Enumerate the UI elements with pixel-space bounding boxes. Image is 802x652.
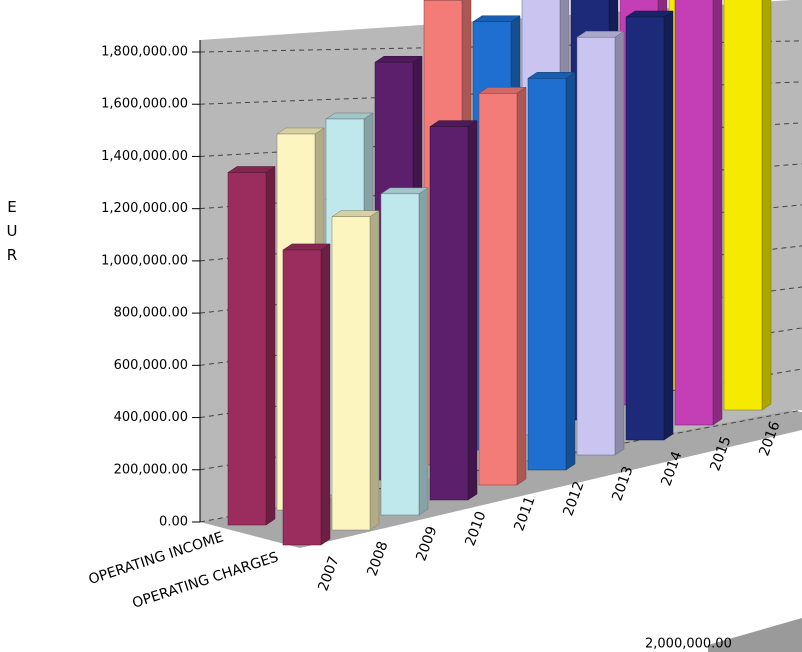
y-tick-label: 1,000,000.00 xyxy=(101,253,188,268)
bar-side xyxy=(320,243,331,546)
bar xyxy=(429,120,478,501)
bar-side xyxy=(761,0,772,411)
depth-tick-label: 2009 xyxy=(413,524,440,563)
bar-side xyxy=(614,30,625,456)
bar xyxy=(674,0,723,426)
bar-front xyxy=(380,193,420,516)
bar xyxy=(527,71,576,471)
bar xyxy=(227,166,276,526)
bar xyxy=(331,210,380,531)
bar-front xyxy=(227,172,267,526)
bar-front xyxy=(674,0,714,426)
bar-front xyxy=(723,0,763,411)
bar-side xyxy=(565,71,576,471)
next-chart-tick: 2,000,000.00 xyxy=(645,637,732,652)
bar-side xyxy=(663,10,674,441)
bar-front xyxy=(331,216,371,531)
y-tick-label: 800,000.00 xyxy=(114,306,188,321)
next-chart-wall xyxy=(708,618,802,652)
y-tick-label: 1,200,000.00 xyxy=(101,201,188,216)
bar xyxy=(380,187,429,516)
bar-side xyxy=(369,210,380,531)
bar-front xyxy=(625,16,665,441)
y-tick-label: 200,000.00 xyxy=(114,462,188,477)
bar xyxy=(478,86,527,486)
depth-tick-label: 2010 xyxy=(462,509,489,548)
bar-front xyxy=(576,36,616,456)
depth-tick-label: 2008 xyxy=(364,539,391,578)
bar xyxy=(576,30,625,456)
bar-side xyxy=(418,187,429,516)
bar-front xyxy=(527,78,567,471)
y-tick-label: 600,000.00 xyxy=(114,358,188,373)
bar xyxy=(282,243,331,546)
bar-front xyxy=(282,249,322,546)
y-axis-title: EUR xyxy=(6,198,18,264)
y-tick-label: 1,600,000.00 xyxy=(101,97,188,112)
bar-front xyxy=(478,93,518,486)
y-tick-label: 1,800,000.00 xyxy=(101,45,188,60)
depth-tick-label: 2011 xyxy=(511,494,538,533)
bar-front xyxy=(429,126,469,501)
bar-side xyxy=(712,0,723,426)
y-tick-label: 0.00 xyxy=(159,515,188,530)
bar-side xyxy=(265,166,276,526)
bar xyxy=(723,0,772,411)
y-tick-label: 400,000.00 xyxy=(114,410,188,425)
bar-side xyxy=(467,120,478,501)
bar xyxy=(625,10,674,441)
bar-side xyxy=(516,86,527,486)
depth-tick-label: 2007 xyxy=(315,554,342,593)
y-tick-label: 1,400,000.00 xyxy=(101,149,188,164)
